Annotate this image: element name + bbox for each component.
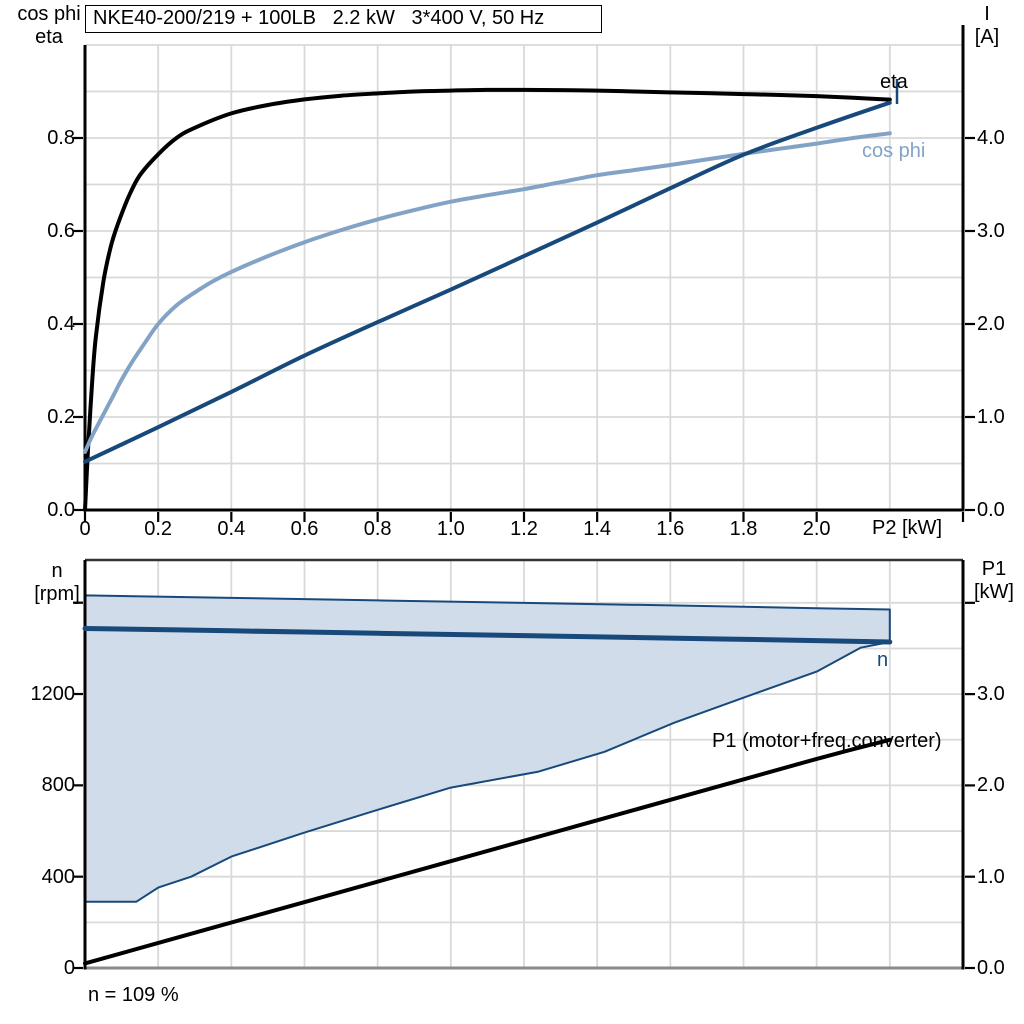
curve-eta (83, 87, 892, 512)
speed-range-band (84, 594, 891, 903)
curve-n (82, 625, 893, 645)
curve-cos-phi (83, 131, 892, 454)
curve-i (83, 100, 892, 464)
curve-p1-motor-freq-converter- (83, 737, 892, 966)
